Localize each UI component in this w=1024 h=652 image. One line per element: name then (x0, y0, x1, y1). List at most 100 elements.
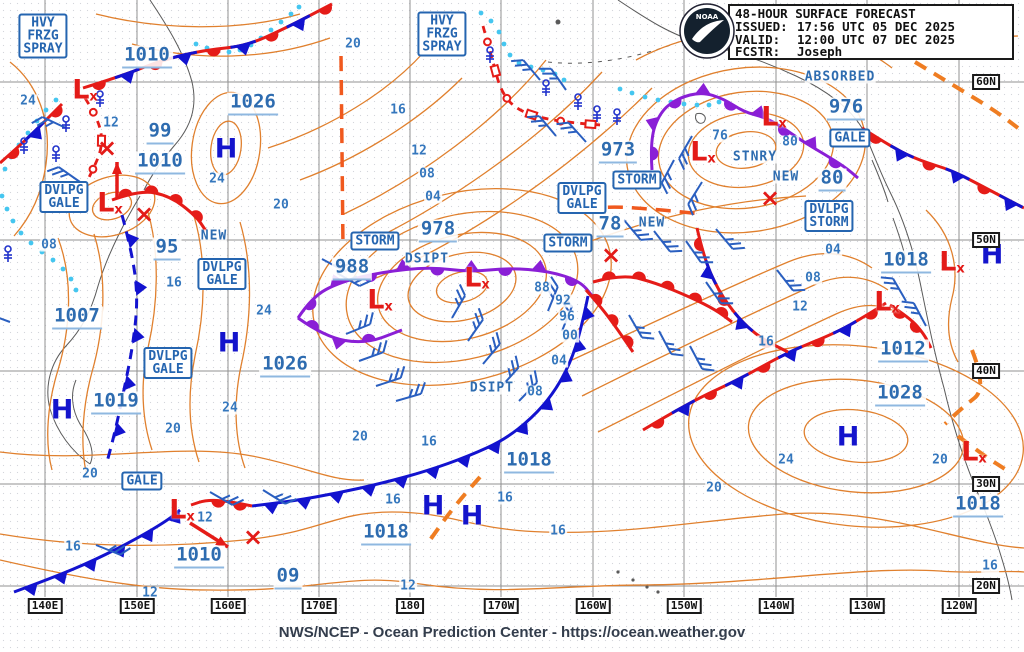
longitude-label-140w: 140W (758, 598, 794, 614)
longitude-label-160e: 160E (210, 598, 246, 614)
wind-barb (395, 381, 426, 402)
pressure-label: 1018 (952, 494, 1004, 518)
fronts-and-symbols (0, 2, 1024, 597)
wind-barb (689, 345, 715, 372)
isobar-contour-label: 24 (19, 93, 37, 109)
caption: NWS/NCEP - Ocean Prediction Center - htt… (278, 624, 746, 641)
pressure-value: 1012 (878, 339, 928, 363)
warning-box-line: STORM (548, 235, 588, 251)
noaa-seagull-icon (692, 20, 724, 43)
system-status-label: DSIPT (404, 251, 450, 267)
isobar-contour-label: 16 (496, 490, 514, 506)
isobar-contour-label: 12 (102, 115, 120, 131)
freezing-spray-icon (486, 46, 494, 63)
longitude-label-150w: 150W (666, 598, 702, 614)
wind-barb (685, 240, 714, 264)
freezing-spray-icon (574, 93, 582, 110)
valid-value: 12:00 UTC 07 DEC 2025 (797, 31, 956, 47)
warning-box-line: DVLPG (44, 183, 84, 198)
hawaii-islands (616, 570, 660, 594)
longitude-label-130w: 130W (849, 598, 885, 614)
pressure-label: 80 (817, 168, 847, 192)
low-pressure-symbol: Lx (464, 262, 490, 294)
wind-barb (209, 491, 245, 506)
valid-label: VALID: (735, 31, 781, 47)
warning-box-gale: GALE (829, 128, 871, 148)
warning-box-line: FRZG (27, 28, 59, 44)
low-pressure-symbol: Lx (97, 187, 123, 219)
trough-front (559, 205, 703, 216)
pressure-value: 973 (598, 140, 638, 164)
isobar-contour-label: 92 (554, 293, 572, 309)
freezing-spray-icon (62, 115, 70, 132)
pressure-label: 1018 (880, 250, 932, 274)
isobar-contour-label: 76 (711, 128, 729, 144)
warning-box-line: HVY (31, 15, 55, 31)
latitude-label-20n: 20N (972, 578, 1000, 594)
pressure-label: 1012 (877, 339, 929, 363)
wind-barb (653, 230, 683, 253)
pressure-label: 973 (597, 140, 639, 164)
warning-box-gale: GALE (121, 471, 163, 491)
system-status-label: NEW (200, 228, 228, 244)
isobar-contour-label: 24 (221, 400, 239, 416)
isobar-contour-label: 20 (81, 466, 99, 482)
warning-box-line: GALE (206, 273, 238, 288)
pressure-label: 09 (273, 566, 303, 590)
system-status-label: NEW (638, 215, 666, 231)
pressure-value: 1028 (875, 383, 925, 407)
wind-barb (375, 365, 406, 387)
pressure-value: 1007 (52, 306, 102, 330)
warning-box-line: GALE (126, 473, 158, 489)
longitude-label-120w: 120W (941, 598, 977, 614)
pressure-label: 978 (417, 219, 459, 243)
warning-box-line: GALE (48, 196, 80, 211)
warning-box-storm: STORM (543, 233, 593, 253)
warning-box-dvlpg-gale: DVLPG GALE (143, 347, 193, 379)
warning-box-storm: STORM (612, 170, 662, 190)
pressure-value: 1019 (91, 391, 141, 415)
wind-barb (451, 283, 466, 319)
pressure-label: 1010 (134, 151, 186, 175)
occluded-front (645, 82, 859, 180)
pressure-value: 1018 (361, 522, 411, 546)
developing-front (76, 97, 107, 199)
system-status-label: DSIPT (469, 380, 515, 396)
stationary-front (694, 227, 789, 354)
latitude-label-30n: 30N (972, 476, 1000, 492)
low-pressure-symbol: Lx (939, 246, 965, 278)
pressure-value: 78 (596, 214, 624, 238)
longitude-label-180: 180 (396, 598, 424, 614)
wind-barb (95, 544, 131, 556)
isobar-contour-label: 08 (526, 384, 544, 400)
isobar-contour-label: 12 (410, 143, 428, 159)
low-pressure-symbol: Lx (690, 136, 716, 168)
pressure-value: 1018 (953, 494, 1003, 518)
isobar-contour-label: 16 (165, 275, 183, 291)
low-center-mark: x (89, 89, 98, 105)
isobar-contour-label: 24 (777, 452, 795, 468)
warning-box-line: STORM (809, 215, 849, 230)
warning-box-line: DVLPG (809, 202, 849, 217)
wind-barb (0, 312, 11, 323)
isobar-contour-label: 04 (824, 242, 842, 258)
isobar-contour-label: 20 (351, 429, 369, 445)
warning-box-line: GALE (152, 362, 184, 377)
isobar-contour-label: 16 (384, 492, 402, 508)
system-status-label: NEW (772, 169, 800, 185)
isobar-contour-label: 20 (705, 480, 723, 496)
warm-front (592, 271, 733, 324)
high-pressure-symbol: H (836, 421, 860, 453)
pressure-value: 1018 (881, 250, 931, 274)
isobar-contour-label: 16 (389, 102, 407, 118)
forecast-header: 48-HOUR SURFACE FORECAST ISSUED: 17:56 UT… (728, 4, 1014, 60)
isobar-contour-label: 24 (255, 303, 273, 319)
developing-front (481, 25, 602, 130)
low-center-mark: x (978, 451, 987, 467)
issued-value: 17:56 UTC 05 DEC 2025 (797, 18, 956, 34)
latitude-label-60n: 60N (972, 74, 1000, 90)
warning-box-line: GALE (566, 197, 598, 212)
pressure-label: 1019 (90, 391, 142, 415)
high-pressure-symbol: H (421, 490, 445, 522)
isobar-contour-label: 20 (164, 421, 182, 437)
